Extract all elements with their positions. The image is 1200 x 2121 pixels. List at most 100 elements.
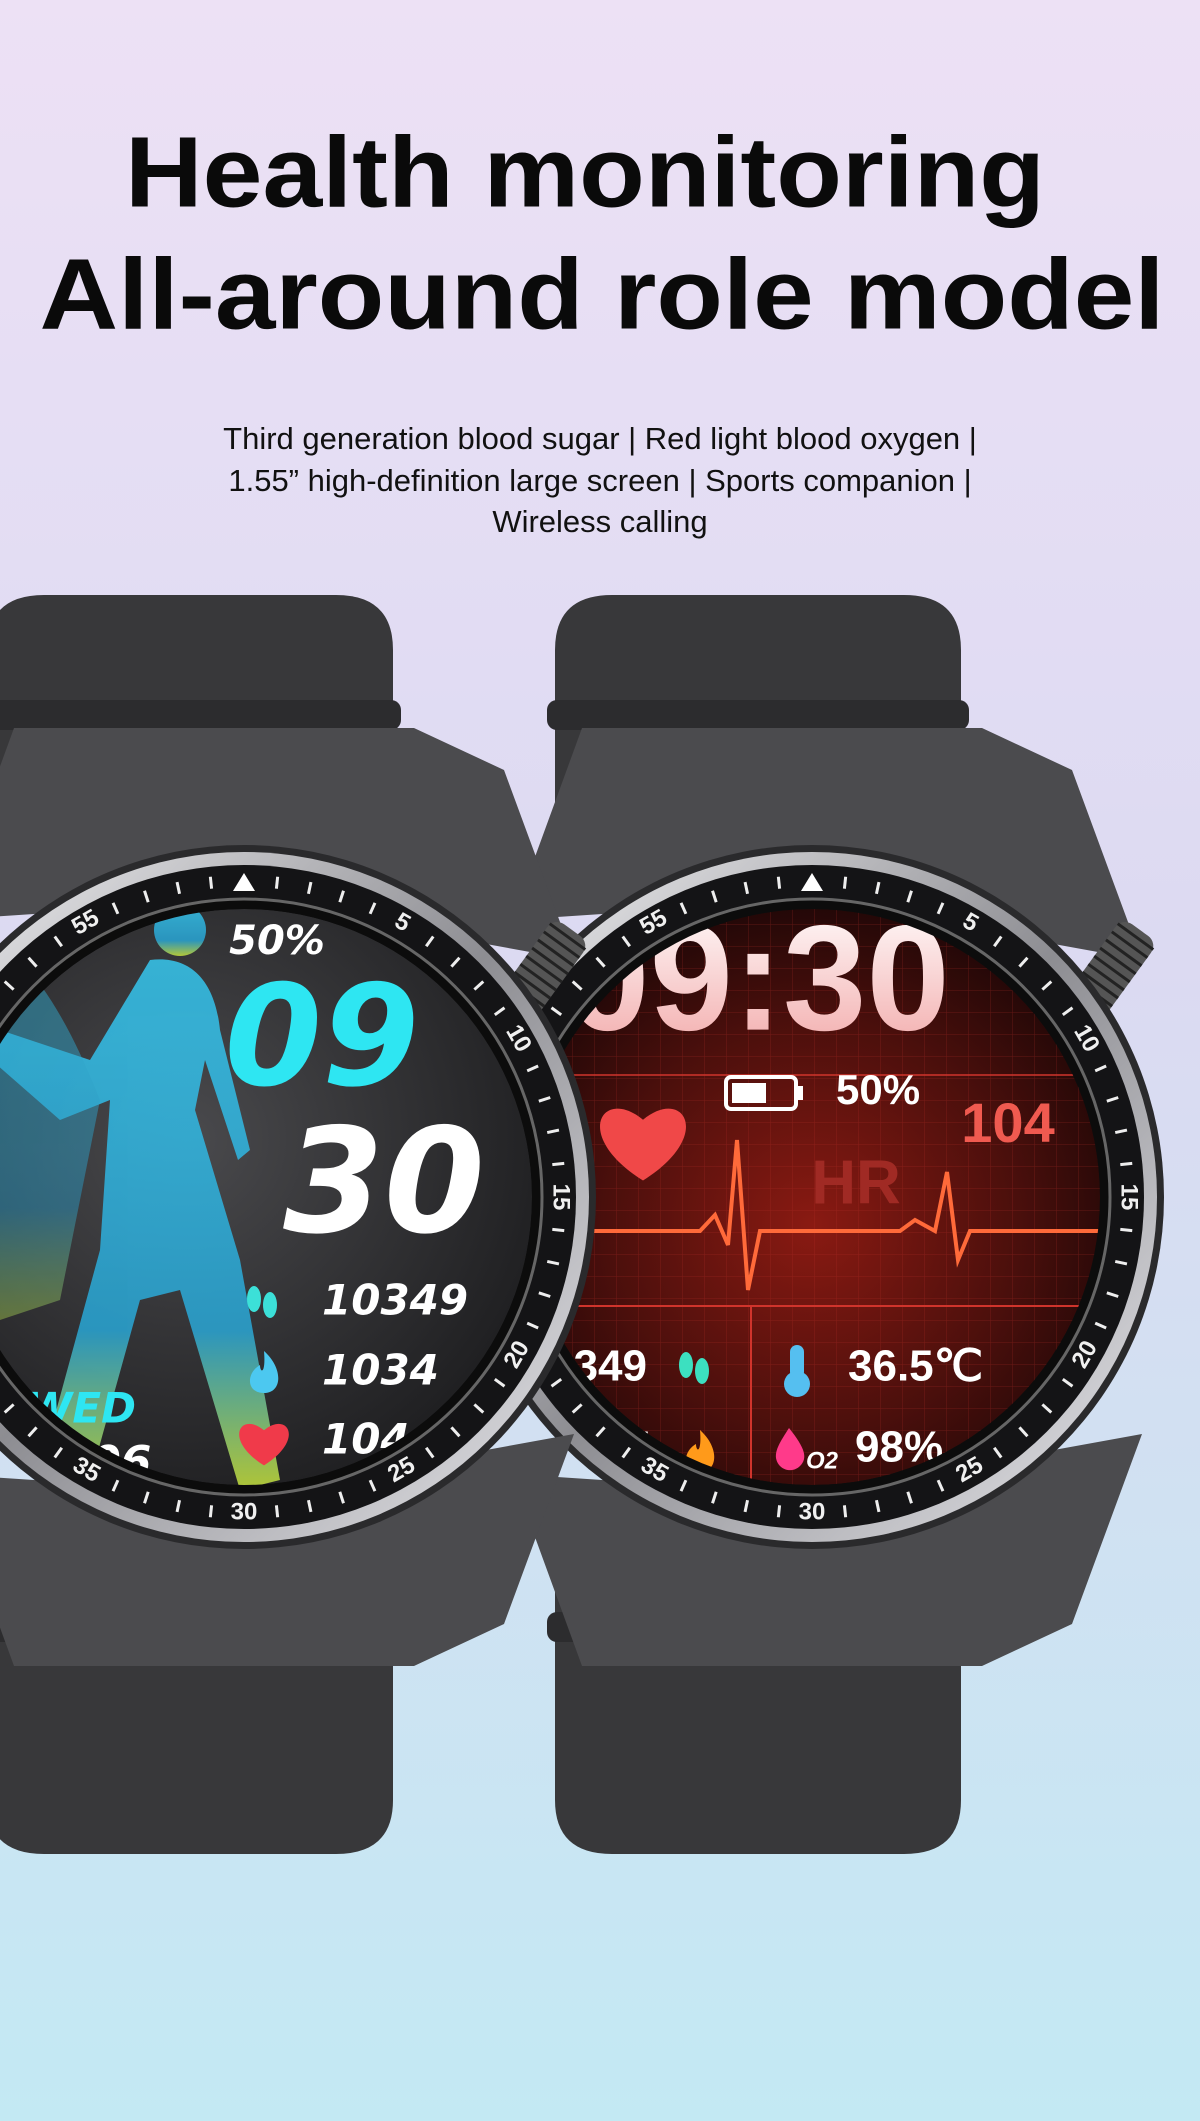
bezel-tick — [1018, 956, 1029, 968]
heart-icon — [239, 1423, 289, 1466]
bezel-tick — [552, 1227, 565, 1233]
bezel-tick — [776, 876, 782, 889]
hour: 09 — [225, 956, 420, 1119]
bezel-tick — [493, 1377, 506, 1388]
battery-icon — [724, 1075, 798, 1111]
bezel-tick — [1061, 1377, 1074, 1388]
bezel-tick — [1094, 1321, 1107, 1330]
bezel-tick — [306, 1499, 313, 1513]
bezel-tick — [175, 881, 182, 895]
ecg-line — [560, 1139, 1100, 1291]
bezel-tick — [208, 876, 214, 889]
thermometer-bulb — [784, 1371, 810, 1397]
bezel-number: 30 — [799, 1498, 826, 1525]
battery-tip — [797, 1086, 803, 1100]
watch-left: 51015202530354045505550%0930103491034104… — [0, 595, 596, 1854]
crown-rib — [1116, 922, 1155, 951]
heart-icon — [600, 1108, 686, 1181]
bezel-tick — [874, 881, 881, 895]
bezel-tick — [621, 935, 632, 948]
bezel-tick — [274, 876, 280, 889]
temperature: 36.5℃ — [848, 1342, 983, 1391]
minute: 30 — [283, 1098, 485, 1267]
bezel-tick — [450, 956, 461, 968]
bezel-tick — [3, 980, 15, 991]
bezel-tick — [424, 935, 435, 948]
crown-rib — [1087, 962, 1125, 992]
bezel-tick — [1041, 980, 1053, 991]
bezel-tick — [473, 1403, 485, 1414]
bezel-tick — [906, 1491, 913, 1504]
bezel-tick — [538, 1096, 551, 1103]
screen: 50%0930103491034104WED04-06 — [0, 909, 532, 1485]
bezel-tick — [493, 1006, 506, 1017]
bezel-tick — [571, 1403, 583, 1414]
bezel-tick — [1114, 1259, 1128, 1266]
steps-icon — [247, 1286, 261, 1312]
strap-band — [547, 700, 969, 730]
crown-rib — [1081, 971, 1119, 1000]
bezel-tick — [550, 1006, 563, 1017]
bezel-tick — [27, 1426, 38, 1438]
steps-icon — [263, 1292, 277, 1318]
bezel-tick — [450, 1426, 461, 1438]
bezel-tick — [679, 1479, 688, 1492]
bezel-tick — [992, 935, 1003, 948]
crown-rib — [537, 938, 575, 967]
subtitle: Third generation blood sugar | Red light… — [223, 421, 977, 456]
bezel-tick — [175, 1499, 182, 1513]
crown-rib — [513, 971, 551, 1000]
crown-rib — [548, 922, 587, 951]
bezel-tick — [552, 1161, 565, 1167]
crown-rib — [542, 930, 581, 959]
subtitle: Wireless calling — [492, 504, 707, 539]
bezel-number: 15 — [548, 1184, 575, 1211]
strap-band — [0, 700, 401, 730]
bezel-tick — [936, 1479, 945, 1492]
bezel-tick — [1120, 1227, 1133, 1233]
crown-rib — [1105, 938, 1143, 967]
crown-rib — [1099, 946, 1137, 976]
bezel-tick — [1061, 1006, 1074, 1017]
bezel-tick — [595, 1426, 606, 1438]
bezel-tick — [1094, 1064, 1107, 1073]
bezel-tick — [111, 902, 120, 915]
calories: 1034 — [322, 1346, 439, 1395]
bezel-tick — [424, 1446, 435, 1459]
crown-rib — [531, 946, 569, 976]
bezel-tick — [1120, 1161, 1133, 1167]
bezel-tick — [874, 1499, 881, 1513]
bezel-tick — [776, 1505, 782, 1518]
bezel-tick — [274, 1505, 280, 1518]
bezel-tick — [111, 1479, 120, 1492]
bezel-triangle — [801, 873, 823, 891]
steps: 10349 — [322, 1276, 468, 1325]
bezel-tick — [936, 902, 945, 915]
subtitle: 1.55” high-definition large screen | Spo… — [228, 463, 971, 498]
battery-level — [732, 1083, 766, 1103]
bezel-tick — [526, 1064, 539, 1073]
bezel-tick — [538, 1291, 551, 1298]
steps-icon — [695, 1358, 709, 1384]
bezel-tick — [368, 902, 377, 915]
bezel-tick — [906, 890, 913, 903]
bezel-tick — [1106, 1291, 1119, 1298]
bezel-tick — [621, 1446, 632, 1459]
bezel-tick — [842, 1505, 848, 1518]
heart-label: HR — [811, 1148, 901, 1217]
bezel-tick — [992, 1446, 1003, 1459]
bezel-tick — [526, 1321, 539, 1330]
bezel-tick — [338, 890, 345, 903]
figure-trail — [0, 909, 100, 1340]
bezel-tick — [711, 1491, 718, 1504]
steps-icon — [679, 1352, 693, 1378]
oxygen-label: O2 — [806, 1447, 839, 1474]
bezel-tick — [27, 956, 38, 968]
bezel-tick — [143, 890, 150, 903]
crown-rib — [1093, 954, 1131, 984]
title: All-around role model — [40, 238, 1165, 350]
bezel-tick — [743, 881, 750, 895]
